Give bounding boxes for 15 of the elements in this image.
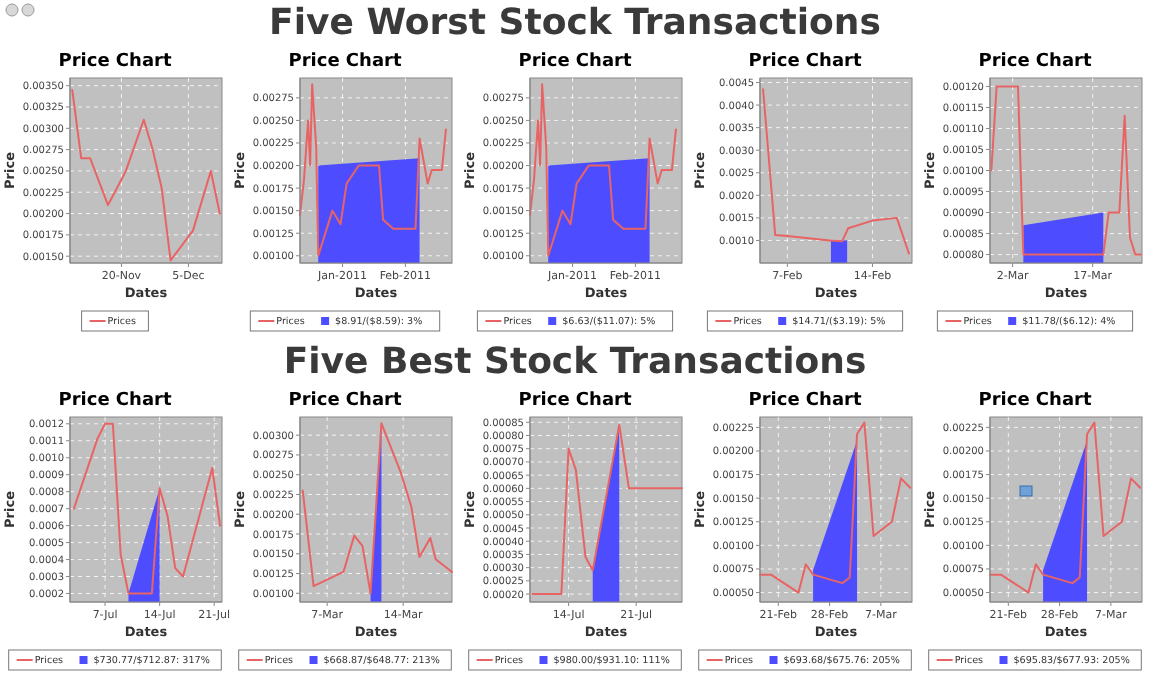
chart-title: Price Chart [58,52,173,72]
chart-title: Price Chart [288,52,403,72]
line-series [299,83,447,257]
chart-title: Price Chart [58,391,173,411]
chart-title: Price Chart [748,391,863,411]
text: Five Best Stock Transactions [283,341,867,383]
chart-title: Price Chart [288,391,403,411]
line-series [529,83,677,257]
text: Five Worst Stock Transactions [269,2,881,44]
chart-title: Price Chart [978,52,1093,72]
line-series [990,85,1142,256]
chart-title: Price Chart [978,391,1093,411]
chart-title: Price Chart [518,391,633,411]
chart-title: Price Chart [748,52,863,72]
chart-title: Price Chart [518,52,633,72]
